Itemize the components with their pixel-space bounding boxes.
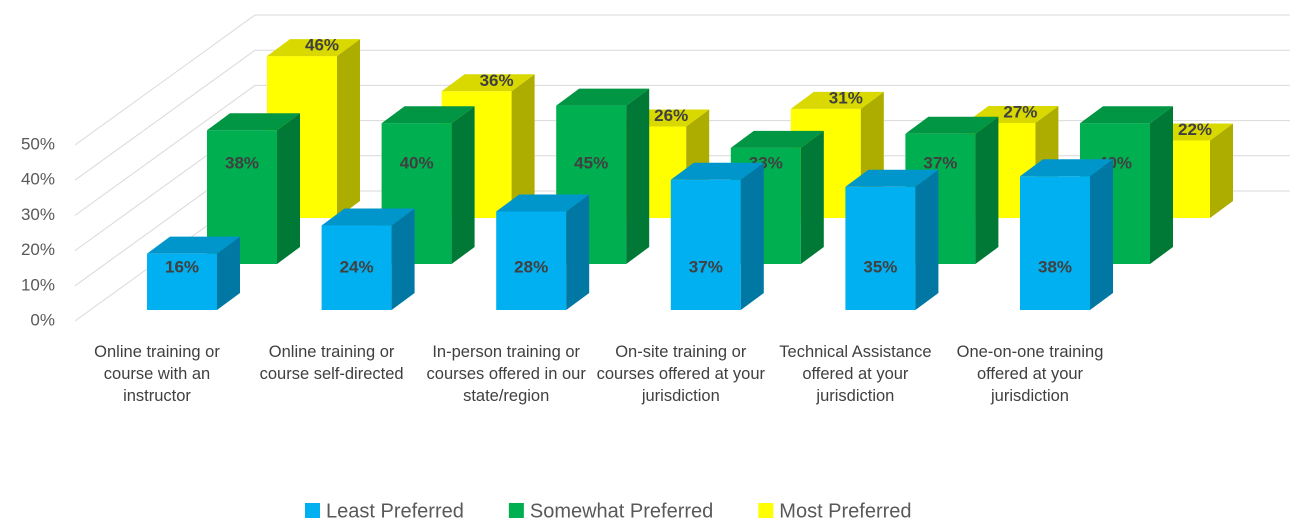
value-label: 31% (829, 88, 863, 107)
bar-top (207, 113, 300, 131)
bar-top (381, 106, 475, 124)
legend-swatch (758, 503, 774, 518)
bar-side (337, 39, 360, 218)
bar-top (556, 88, 650, 106)
bar-side (1090, 159, 1113, 310)
y-tick-label: 20% (21, 240, 55, 259)
value-label: 22% (1178, 120, 1212, 139)
bar-top (730, 130, 824, 148)
x-tick-label: On-site training or courses offered at y… (596, 343, 766, 405)
bar-top (147, 236, 240, 254)
bar-side (1150, 106, 1173, 264)
x-tick-label: Online training or course with an instru… (94, 343, 220, 405)
legend-label: Most Preferred (779, 500, 911, 522)
bar-top (267, 39, 360, 57)
bar (321, 208, 415, 310)
y-tick-label: 0% (30, 310, 55, 329)
value-label: 26% (654, 106, 688, 125)
bar-side (277, 113, 300, 265)
bar-front (321, 225, 392, 310)
value-label: 36% (480, 71, 514, 90)
bar-side (626, 88, 650, 264)
legend-label: Least Preferred (326, 500, 464, 522)
legend-swatch (305, 503, 320, 518)
bar-side (975, 116, 999, 264)
bar (147, 236, 240, 310)
bar-top (905, 116, 999, 134)
bar (381, 106, 475, 264)
value-label: 27% (1003, 102, 1037, 121)
value-label: 35% (863, 257, 897, 276)
value-label: 24% (340, 257, 374, 276)
bar-top (496, 194, 590, 212)
x-tick-label: In-person training or courses offered in… (426, 343, 586, 405)
bar-side (511, 74, 535, 218)
bar-top (1080, 106, 1173, 124)
bar-top (321, 208, 415, 226)
x-tick-label: Online training or course self-directed (259, 343, 404, 383)
legend-label: Somewhat Preferred (530, 500, 713, 522)
bar-side (915, 169, 939, 310)
bar-top (790, 91, 884, 109)
bar-side (1210, 123, 1233, 218)
y-tick-label: 30% (21, 205, 55, 224)
legend-swatch (508, 503, 524, 518)
grid-line (74, 14, 1290, 146)
bar (496, 194, 590, 310)
value-label: 40% (400, 153, 434, 172)
value-label: 45% (574, 153, 608, 172)
bar-side (740, 162, 764, 310)
value-label: 28% (514, 257, 548, 276)
bar (1020, 159, 1113, 310)
y-tick-label: 40% (21, 170, 55, 189)
y-tick-label: 50% (21, 134, 55, 153)
bar-top (670, 162, 764, 180)
value-label: 46% (305, 36, 339, 55)
bar (845, 169, 939, 310)
bar-front (147, 253, 217, 310)
bar-top (441, 74, 535, 92)
bar-side (800, 130, 824, 264)
bar-top (1020, 159, 1113, 177)
bar-side (391, 208, 415, 310)
bar-side (566, 194, 590, 310)
grid-line (74, 49, 1290, 181)
grid-line (74, 84, 1290, 216)
bar-side (451, 106, 475, 264)
value-label: 37% (923, 153, 957, 172)
value-label: 38% (225, 153, 259, 172)
bar-side (217, 236, 240, 310)
bar-front (1020, 176, 1090, 310)
bar-top (845, 169, 939, 187)
value-label: 16% (165, 257, 199, 276)
y-tick-label: 10% (21, 275, 55, 294)
bar-front (670, 179, 741, 310)
bar-front (496, 211, 567, 310)
bar-front (845, 186, 916, 310)
bar (670, 162, 764, 310)
x-tick-label: Technical Assistance offered at your jur… (779, 343, 932, 405)
value-label: 37% (689, 257, 723, 276)
x-tick-label: One-on-one training offered at your juri… (956, 343, 1104, 405)
value-label: 38% (1038, 257, 1072, 276)
